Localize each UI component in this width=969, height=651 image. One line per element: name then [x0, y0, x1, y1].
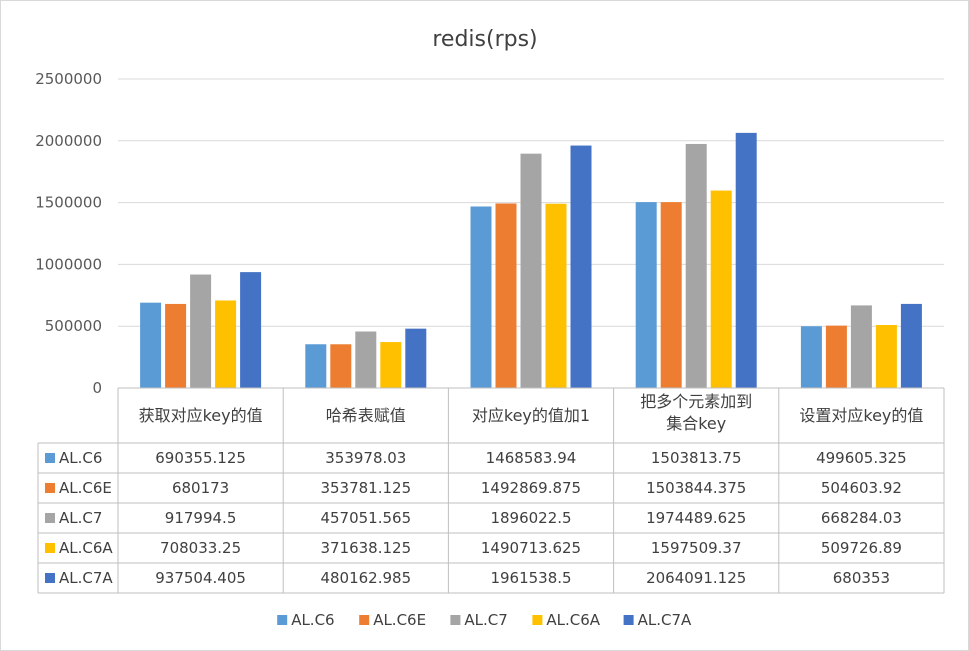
legend-label: AL.C7: [464, 611, 507, 629]
bar: [495, 203, 517, 388]
y-tick-label: 2000000: [35, 132, 102, 150]
table-cell: 1961538.5: [490, 569, 571, 587]
bar: [570, 145, 592, 388]
table-cell: 499605.325: [816, 449, 907, 467]
legend-swatch: [623, 615, 634, 625]
table-cell: 690355.125: [155, 449, 246, 467]
table-cell: 509726.89: [821, 539, 902, 557]
legend-label: AL.C6A: [546, 611, 600, 629]
table-series-name: AL.C7: [59, 509, 102, 527]
table-series-name: AL.C6: [59, 449, 102, 467]
table-series-name: AL.C7A: [59, 569, 113, 587]
table-cell: 1896022.5: [490, 509, 571, 527]
bar: [875, 324, 897, 388]
y-tick-label: 0: [92, 379, 102, 397]
bar: [380, 342, 402, 388]
table-cell: 480162.985: [320, 569, 411, 587]
bar: [520, 153, 542, 388]
table-cell: 917994.5: [165, 509, 237, 527]
table-cell: 2064091.125: [646, 569, 746, 587]
table-cell: 680353: [833, 569, 890, 587]
category-label: 对应key的值加1: [472, 406, 590, 425]
table-cell: 1490713.625: [481, 539, 581, 557]
legend-swatch: [450, 615, 461, 625]
table-cell: 1492869.875: [481, 479, 581, 497]
legend-swatch: [277, 615, 288, 625]
bar: [900, 303, 922, 388]
y-tick-label: 2500000: [35, 70, 102, 88]
table-series-name: AL.C6A: [59, 539, 113, 557]
bar: [850, 305, 872, 388]
table-cell: 353978.03: [325, 449, 406, 467]
table-cell: 1468583.94: [486, 449, 577, 467]
y-tick-label: 1000000: [35, 255, 102, 273]
legend: AL.C6 AL.C6E AL.C7 AL.C6A AL.C7A: [277, 611, 692, 629]
legend-swatch: [359, 615, 370, 625]
bar: [635, 202, 657, 388]
table-legend-key: [45, 483, 55, 493]
bar: [735, 132, 757, 388]
table-cell: 353781.125: [320, 479, 411, 497]
bar: [470, 206, 492, 388]
bar: [190, 274, 212, 388]
table-series-name: AL.C6E: [59, 479, 112, 497]
table-cell: 1974489.625: [646, 509, 746, 527]
table-legend-key: [45, 573, 55, 583]
bar: [405, 328, 427, 388]
y-axis-tick-labels: 0 500000 1000000 1500000 2000000 2500000: [35, 70, 102, 397]
data-table: 获取对应key的值 哈希表赋值 对应key的值加1 把多个元素加到集合key 设置对应k…: [37, 387, 945, 594]
bar: [330, 344, 352, 388]
table-cell: 708033.25: [160, 539, 241, 557]
table-cell: 937504.405: [155, 569, 246, 587]
category-label: 获取对应key的值: [139, 406, 263, 425]
y-tick-label: 500000: [45, 317, 102, 335]
legend-swatch: [532, 615, 543, 625]
table-legend-key: [45, 453, 55, 463]
bar: [140, 302, 162, 388]
table-cell: 371638.125: [320, 539, 411, 557]
table-cell: 1597509.37: [651, 539, 742, 557]
category-label: 哈希表赋值: [326, 406, 406, 425]
bar: [165, 303, 187, 388]
category-label-line: 集合key: [666, 414, 726, 433]
bar: [825, 325, 847, 388]
table-cell: 457051.565: [320, 509, 411, 527]
category-label: 把多个元素加到集合key: [640, 392, 752, 433]
bar: [545, 203, 567, 388]
table-cell: 1503844.375: [646, 479, 746, 497]
bar: [710, 190, 732, 388]
category-label-line: 把多个元素加到: [640, 392, 752, 411]
chart-title: redis(rps): [432, 27, 537, 52]
table-cell: 1503813.75: [651, 449, 742, 467]
bar: [305, 344, 327, 388]
legend-label: AL.C6: [291, 611, 334, 629]
bar: [660, 202, 682, 388]
legend-label: AL.C7A: [638, 611, 692, 629]
table-legend-key: [45, 543, 55, 553]
y-tick-label: 1500000: [35, 194, 102, 212]
bars: [140, 132, 922, 388]
table-cell: 680173: [172, 479, 229, 497]
table-legend-key: [45, 513, 55, 523]
table-cell: 668284.03: [821, 509, 902, 527]
bar: [685, 143, 707, 388]
table-cell: 504603.92: [821, 479, 902, 497]
legend-label: AL.C6E: [373, 611, 426, 629]
bar: [215, 300, 237, 388]
bar: [355, 331, 377, 388]
category-label: 设置对应key的值: [799, 406, 923, 425]
bar: [800, 326, 822, 388]
bar: [240, 272, 262, 388]
